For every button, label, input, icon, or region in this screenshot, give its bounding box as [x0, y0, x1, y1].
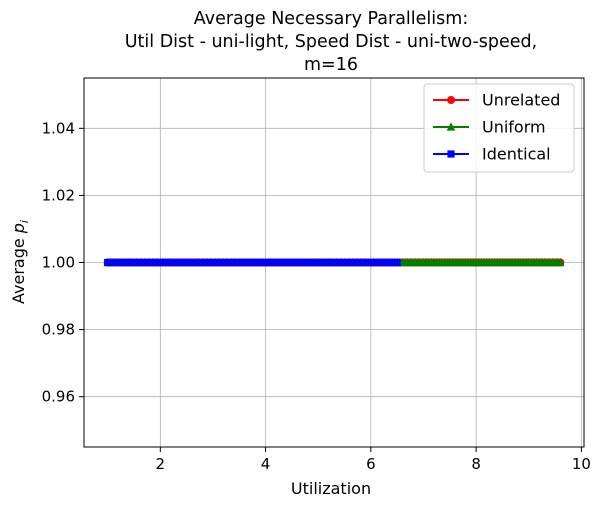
y-axis-label-text: Average: [9, 233, 28, 304]
data-point: [393, 258, 401, 267]
legend-marker: [446, 122, 456, 131]
x-tick-label: 6: [366, 455, 376, 473]
series-identical: [104, 258, 401, 267]
x-axis-label: Utilization: [291, 479, 371, 498]
y-tick-label: 0.96: [42, 388, 75, 406]
legend-item-unrelated: Unrelated: [433, 91, 560, 110]
x-tick-label: 2: [156, 455, 166, 473]
legend: Unrelated Uniform Identical: [423, 83, 575, 173]
y-tick-label: 1.04: [42, 119, 75, 137]
legend-frame: [423, 83, 575, 173]
y-axis-label: Average pi: [9, 220, 31, 304]
y-axis-label-subscript: i: [18, 220, 31, 223]
legend-item-identical: Identical: [433, 145, 551, 164]
series-layer: [103, 257, 565, 267]
legend-item-uniform: Uniform: [433, 118, 546, 137]
legend-label: Identical: [482, 145, 551, 164]
x-tick-label: 8: [471, 455, 481, 473]
y-axis-label-symbol: p: [9, 223, 28, 234]
legend-label: Unrelated: [482, 91, 560, 110]
ticks: 2 4 6 8 10 0.96 0.98 1.00 1.02 1.04: [42, 119, 591, 473]
chart-title-line-1: Average Necessary Parallelism:: [194, 9, 468, 29]
legend-marker: [447, 96, 455, 104]
y-tick-label: 0.98: [42, 321, 75, 339]
chart-title-line-3: m=16: [304, 55, 358, 75]
x-tick-label: 4: [261, 455, 271, 473]
y-tick-label: 1.00: [42, 254, 75, 272]
legend-label: Uniform: [482, 118, 546, 137]
y-tick-label: 1.02: [42, 186, 75, 204]
data-point: [556, 257, 565, 267]
x-tick-label: 10: [572, 455, 591, 473]
legend-marker: [447, 150, 455, 158]
chart-title-line-2: Util Dist - uni-light, Speed Dist - uni-…: [125, 32, 537, 52]
